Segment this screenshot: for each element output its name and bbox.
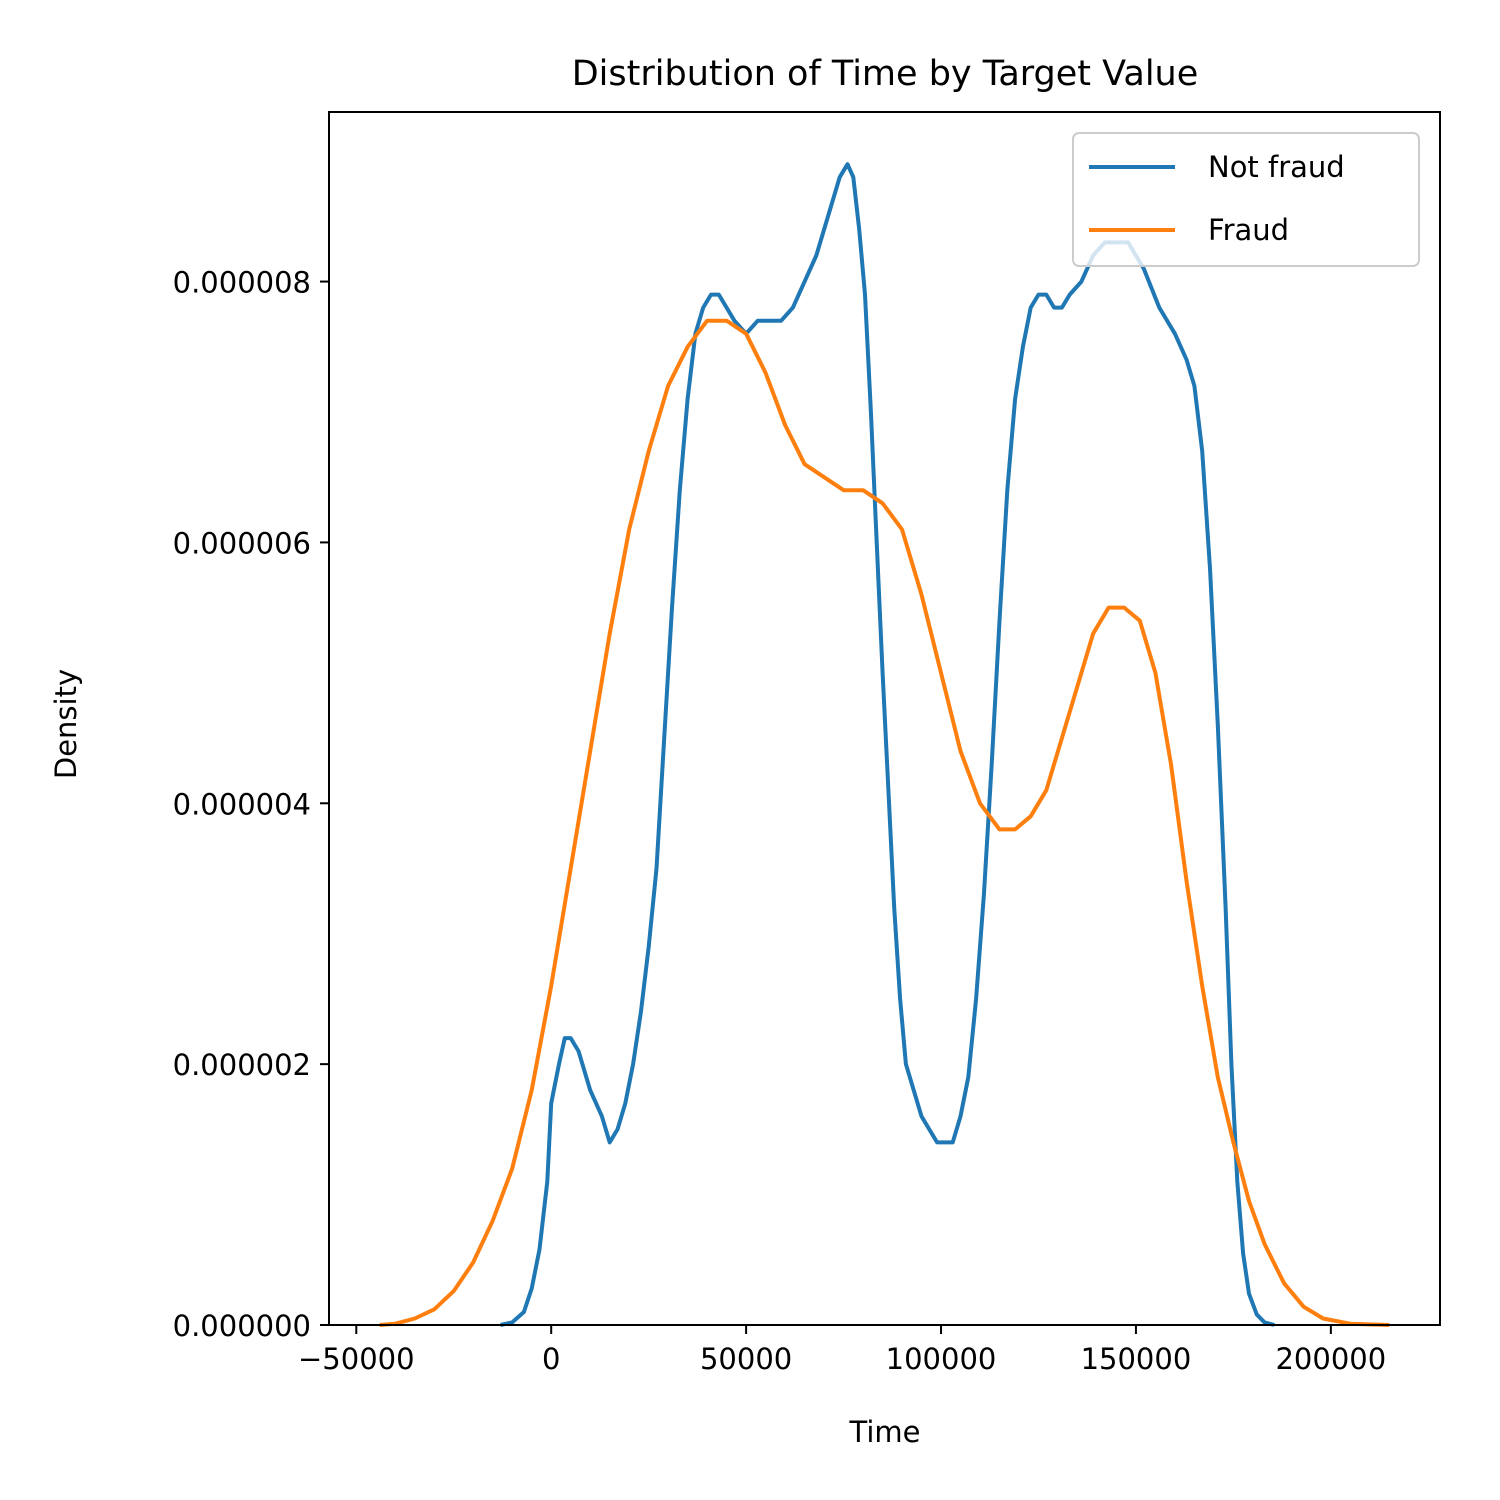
chart-title: Distribution of Time by Target Value — [572, 54, 1199, 94]
x-tick-label: 0 — [542, 1342, 560, 1376]
x-axis: −50000 0 50000 100000 150000 200000 — [298, 1325, 1386, 1376]
legend: Not fraud Fraud — [1072, 132, 1420, 267]
x-axis-title: Time — [849, 1415, 921, 1449]
y-axis-title: Density — [49, 669, 83, 779]
y-tick-label: 0.000004 — [173, 787, 311, 821]
y-tick-label: 0.000008 — [173, 266, 311, 300]
x-tick-label: 100000 — [886, 1342, 997, 1376]
x-tick-label: 200000 — [1275, 1342, 1386, 1376]
legend-label: Fraud — [1208, 213, 1289, 247]
series-line-fraud — [379, 318, 1390, 1327]
x-tick-label: 150000 — [1081, 1342, 1192, 1376]
y-tick-label: 0.000002 — [173, 1048, 311, 1082]
y-tick-label: 0.000000 — [173, 1309, 311, 1343]
x-tick-label: 50000 — [700, 1342, 792, 1376]
y-tick-label: 0.000006 — [173, 526, 311, 560]
plot-frame — [328, 111, 1441, 1326]
x-tick-label: −50000 — [298, 1342, 415, 1376]
legend-label: Not fraud — [1208, 150, 1345, 184]
y-axis: 0.000000 0.000002 0.000004 0.000006 0.000008 — [173, 266, 329, 1343]
